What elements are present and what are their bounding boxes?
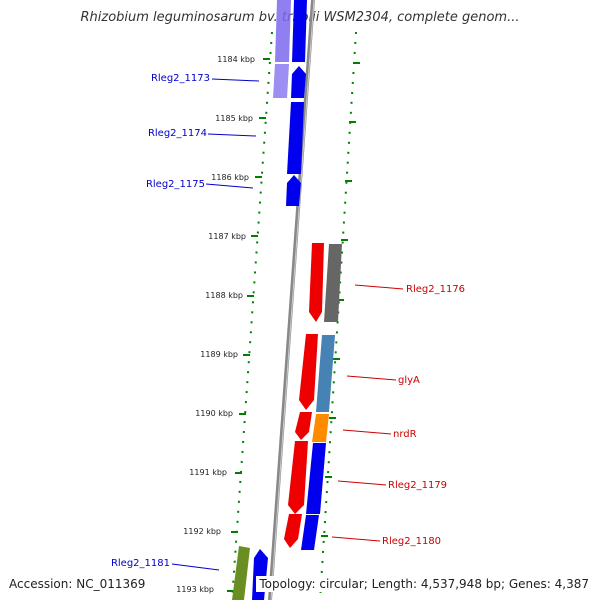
- leader-line: [211, 78, 260, 82]
- leader-line: [354, 284, 404, 290]
- gene-blue-1180[interactable]: [301, 515, 319, 550]
- gene-label-Rleg2_1180[interactable]: Rleg2_1180: [382, 536, 441, 547]
- genome-backbone: [268, 0, 315, 600]
- scale-label: 1186 kbp: [211, 173, 249, 182]
- gene-blue-1175[interactable]: [286, 175, 301, 206]
- gene-label-Rleg2_1176[interactable]: Rleg2_1176: [406, 284, 465, 295]
- gene-red-1180[interactable]: [284, 514, 302, 548]
- scale-ticks-left: [227, 58, 270, 592]
- gene-red-1176a[interactable]: [309, 243, 324, 322]
- leader-line: [337, 480, 387, 486]
- scale-label: 1190 kbp: [195, 409, 233, 418]
- gene-steel-glyA[interactable]: [316, 335, 335, 412]
- gene-orange-nrdR[interactable]: [312, 414, 329, 442]
- gene-gray-1176[interactable]: [324, 244, 342, 322]
- gene-purple-1172[interactable]: [275, 0, 291, 62]
- topology-text: Topology: circular; Length: 4,537,948 bp…: [256, 576, 592, 592]
- gene-blue-1173[interactable]: [291, 66, 306, 98]
- leader-line: [346, 375, 397, 381]
- gene-red-1177[interactable]: [299, 334, 318, 410]
- scale-label: 1188 kbp: [205, 291, 243, 300]
- scale-label: 1192 kbp: [183, 527, 221, 536]
- leader-line: [207, 133, 257, 137]
- scale-label: 1193 kbp: [176, 585, 214, 594]
- scale-label: 1189 kbp: [200, 350, 238, 359]
- gene-label-nrdR[interactable]: nrdR: [393, 429, 417, 440]
- gene-label-Rleg2_1181[interactable]: Rleg2_1181: [111, 558, 170, 569]
- leader-line: [171, 563, 220, 571]
- gene-olive-1181[interactable]: [232, 546, 250, 600]
- gene-label-Rleg2_1175[interactable]: Rleg2_1175: [146, 179, 205, 190]
- leader-line: [342, 429, 392, 435]
- scale-label: 1187 kbp: [208, 232, 246, 241]
- scale-label: 1191 kbp: [189, 468, 227, 477]
- accession-text: Accession: NC_011369: [6, 576, 149, 592]
- leader-line: [205, 183, 254, 189]
- gene-purple-1173-top[interactable]: [273, 64, 289, 98]
- gene-blue-1172b[interactable]: [292, 0, 307, 62]
- gene-label-Rleg2_1174[interactable]: Rleg2_1174: [148, 128, 207, 139]
- gene-red-1178[interactable]: [295, 412, 312, 440]
- gene-label-Rleg2_1179[interactable]: Rleg2_1179: [388, 480, 447, 491]
- gene-blue-1174[interactable]: [287, 102, 304, 174]
- scale-ticks-right: [321, 62, 360, 537]
- leader-line: [331, 536, 381, 542]
- gene-blue-1181[interactable]: [252, 549, 268, 600]
- gene-blue-1179[interactable]: [306, 443, 326, 514]
- gene-red-1179[interactable]: [288, 441, 308, 514]
- gene-label-Rleg2_1173[interactable]: Rleg2_1173: [151, 73, 210, 84]
- gene-label-glyA[interactable]: glyA: [398, 375, 420, 386]
- scale-label: 1184 kbp: [217, 55, 255, 64]
- scale-label: 1185 kbp: [215, 114, 253, 123]
